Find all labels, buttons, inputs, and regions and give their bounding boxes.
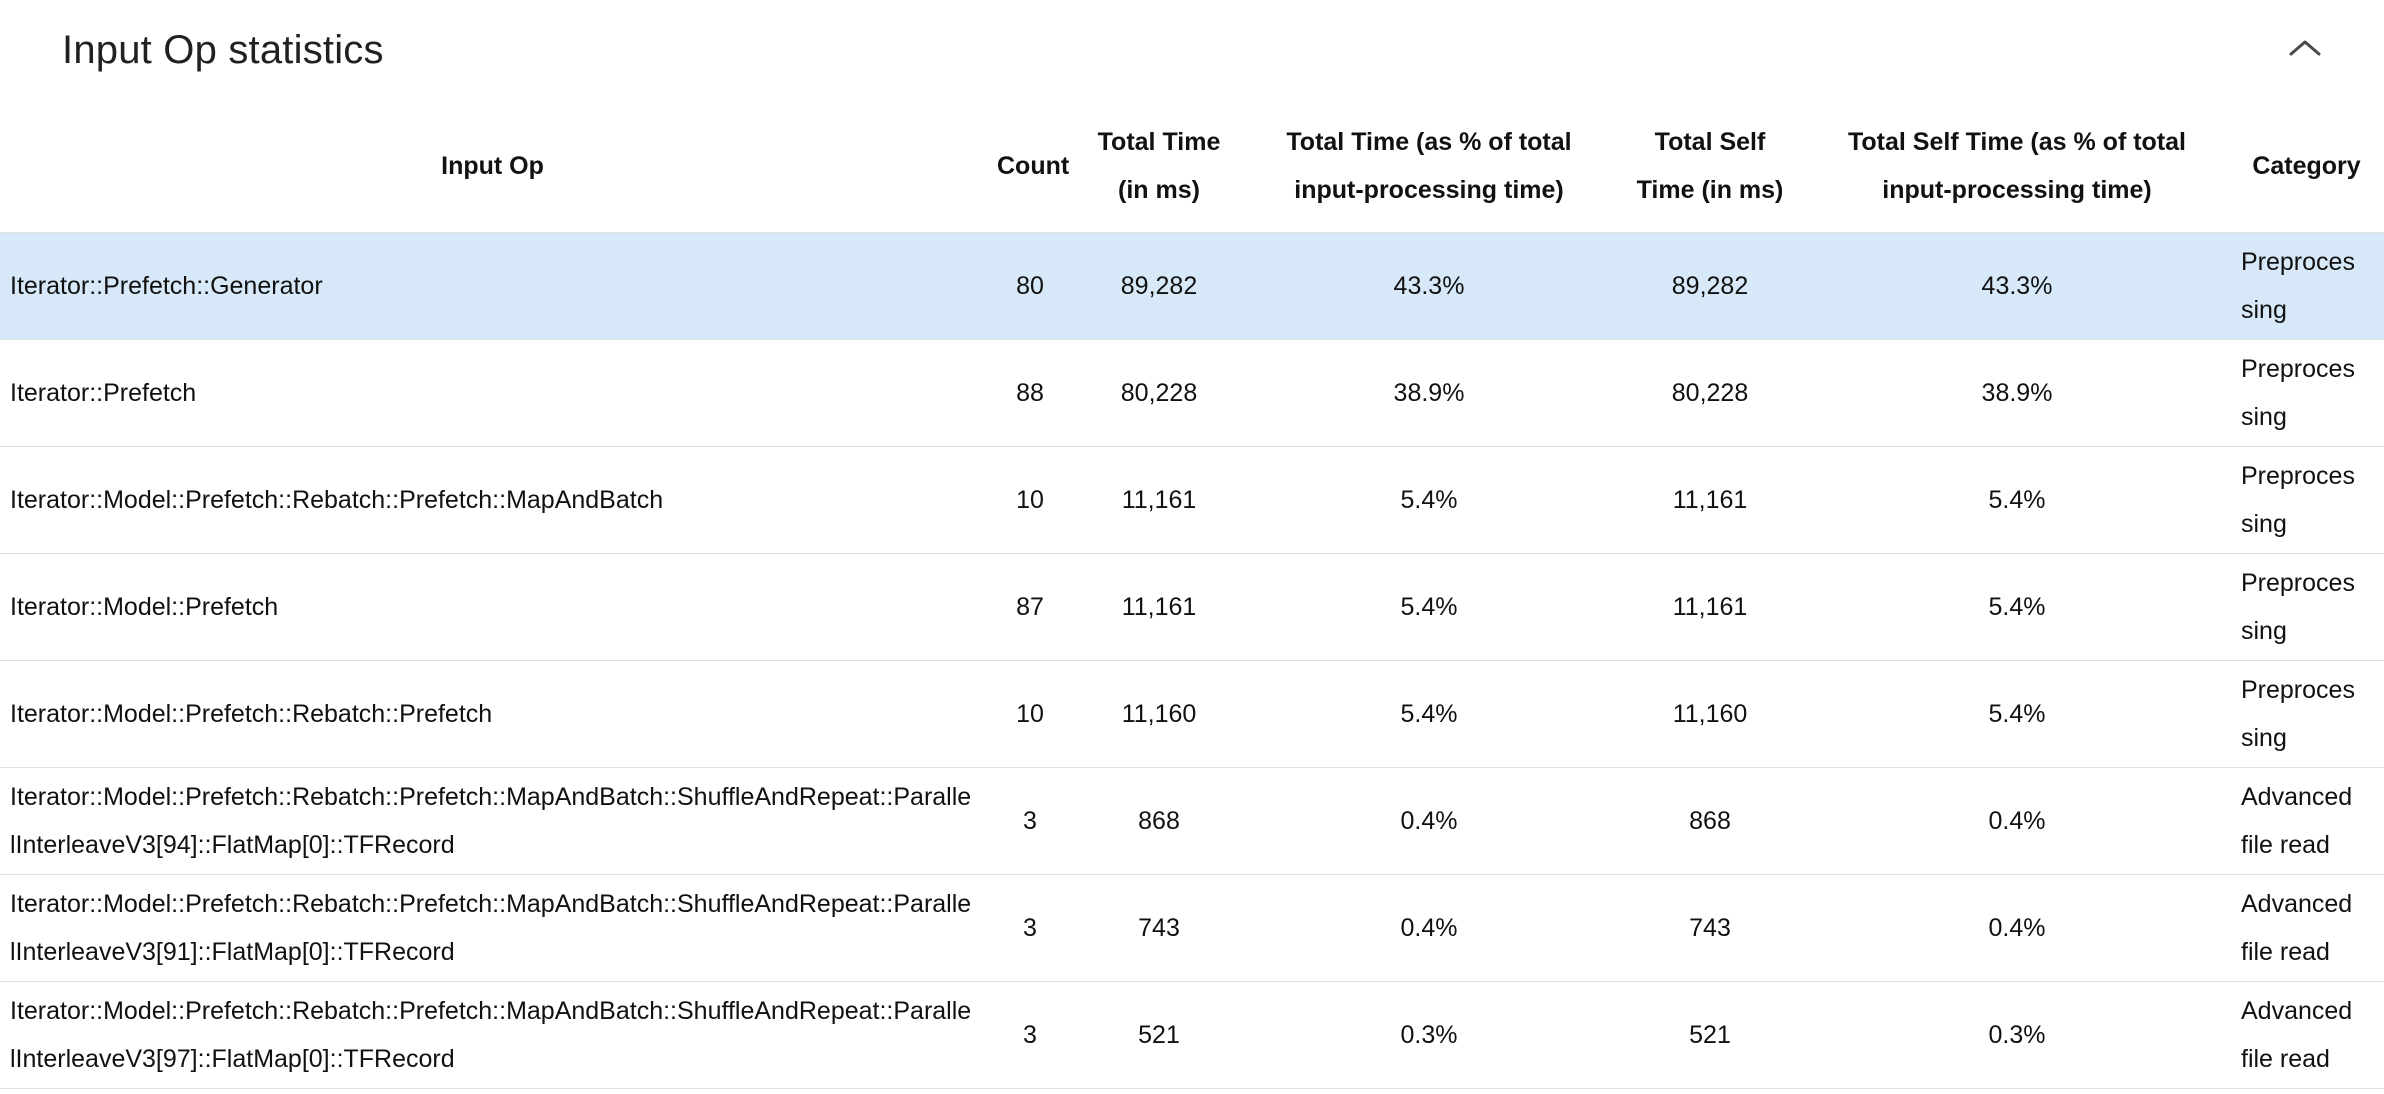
cell-category: Advanced file read <box>2229 981 2384 1089</box>
cell-total-self-time: 521 <box>1615 981 1805 1089</box>
table-row[interactable]: Iterator::Prefetch 88 80,228 38.9% 80,22… <box>0 339 2384 447</box>
cell-count: 3 <box>985 767 1075 875</box>
cell-category: Advanced file read <box>2229 767 2384 875</box>
column-header-total-self-time-pct: Total Self Time (as % of total input-pro… <box>1805 100 2229 233</box>
cell-total-self-time: 11,160 <box>1615 660 1805 768</box>
column-header-count: Count <box>985 100 1075 233</box>
cell-count: 10 <box>985 660 1075 768</box>
column-header-input-op: Input Op <box>0 100 985 233</box>
cell-input-op: Iterator::Model::Prefetch::Rebatch::Pref… <box>0 981 985 1089</box>
cell-total-time: 868 <box>1075 767 1243 875</box>
cell-total-self-time: 89,282 <box>1615 232 1805 340</box>
section-header: Input Op statistics <box>0 0 2384 74</box>
input-op-statistics-table: Input Op Count Total Time (in ms) Total … <box>0 100 2384 1089</box>
table-row[interactable]: Iterator::Model::Prefetch::Rebatch::Pref… <box>0 446 2384 554</box>
column-header-category: Category <box>2229 100 2384 233</box>
cell-count: 80 <box>985 232 1075 340</box>
cell-total-self-time: 80,228 <box>1615 339 1805 447</box>
table-header-row: Input Op Count Total Time (in ms) Total … <box>0 100 2384 233</box>
cell-total-time-pct: 5.4% <box>1243 446 1615 554</box>
cell-category: Preprocessing <box>2229 553 2384 661</box>
column-header-total-time: Total Time (in ms) <box>1075 100 1243 233</box>
chevron-up-icon <box>2289 40 2321 56</box>
cell-total-time-pct: 5.4% <box>1243 553 1615 661</box>
cell-count: 3 <box>985 874 1075 982</box>
cell-total-self-time-pct: 5.4% <box>1805 446 2229 554</box>
cell-total-self-time-pct: 5.4% <box>1805 553 2229 661</box>
collapse-section-button[interactable] <box>2280 30 2330 66</box>
table-body: Iterator::Prefetch::Generator 80 89,282 … <box>0 232 2384 1089</box>
table-row[interactable]: Iterator::Prefetch::Generator 80 89,282 … <box>0 232 2384 340</box>
cell-total-time-pct: 38.9% <box>1243 339 1615 447</box>
cell-total-time-pct: 0.3% <box>1243 981 1615 1089</box>
cell-category: Preprocessing <box>2229 232 2384 340</box>
cell-input-op: Iterator::Model::Prefetch::Rebatch::Pref… <box>0 446 985 554</box>
cell-total-self-time-pct: 0.4% <box>1805 767 2229 875</box>
table-row[interactable]: Iterator::Model::Prefetch::Rebatch::Pref… <box>0 874 2384 982</box>
cell-input-op: Iterator::Prefetch <box>0 339 985 447</box>
cell-total-time: 11,161 <box>1075 446 1243 554</box>
cell-input-op: Iterator::Model::Prefetch::Rebatch::Pref… <box>0 767 985 875</box>
column-header-total-self-time: Total Self Time (in ms) <box>1615 100 1805 233</box>
cell-input-op: Iterator::Prefetch::Generator <box>0 232 985 340</box>
cell-total-self-time: 11,161 <box>1615 446 1805 554</box>
section-title: Input Op statistics <box>62 28 384 72</box>
cell-total-time-pct: 0.4% <box>1243 874 1615 982</box>
cell-total-self-time-pct: 5.4% <box>1805 660 2229 768</box>
cell-count: 88 <box>985 339 1075 447</box>
cell-total-self-time-pct: 0.4% <box>1805 874 2229 982</box>
cell-count: 87 <box>985 553 1075 661</box>
cell-total-self-time: 743 <box>1615 874 1805 982</box>
cell-count: 3 <box>985 981 1075 1089</box>
table-row[interactable]: Iterator::Model::Prefetch::Rebatch::Pref… <box>0 660 2384 768</box>
cell-total-time: 80,228 <box>1075 339 1243 447</box>
cell-total-time-pct: 0.4% <box>1243 767 1615 875</box>
column-header-total-time-pct: Total Time (as % of total input-processi… <box>1243 100 1615 233</box>
cell-input-op: Iterator::Model::Prefetch <box>0 553 985 661</box>
cell-count: 10 <box>985 446 1075 554</box>
cell-category: Preprocessing <box>2229 660 2384 768</box>
cell-total-time-pct: 5.4% <box>1243 660 1615 768</box>
cell-total-self-time-pct: 38.9% <box>1805 339 2229 447</box>
cell-input-op: Iterator::Model::Prefetch::Rebatch::Pref… <box>0 874 985 982</box>
table-row[interactable]: Iterator::Model::Prefetch::Rebatch::Pref… <box>0 767 2384 875</box>
cell-category: Preprocessing <box>2229 446 2384 554</box>
cell-total-time: 521 <box>1075 981 1243 1089</box>
cell-total-self-time-pct: 43.3% <box>1805 232 2229 340</box>
cell-total-time: 11,160 <box>1075 660 1243 768</box>
cell-category: Preprocessing <box>2229 339 2384 447</box>
cell-total-time-pct: 43.3% <box>1243 232 1615 340</box>
cell-total-self-time: 868 <box>1615 767 1805 875</box>
cell-total-time: 89,282 <box>1075 232 1243 340</box>
table-row[interactable]: Iterator::Model::Prefetch::Rebatch::Pref… <box>0 981 2384 1089</box>
cell-total-time: 11,161 <box>1075 553 1243 661</box>
cell-total-self-time: 11,161 <box>1615 553 1805 661</box>
table-row[interactable]: Iterator::Model::Prefetch 87 11,161 5.4%… <box>0 553 2384 661</box>
cell-input-op: Iterator::Model::Prefetch::Rebatch::Pref… <box>0 660 985 768</box>
cell-category: Advanced file read <box>2229 874 2384 982</box>
cell-total-self-time-pct: 0.3% <box>1805 981 2229 1089</box>
cell-total-time: 743 <box>1075 874 1243 982</box>
